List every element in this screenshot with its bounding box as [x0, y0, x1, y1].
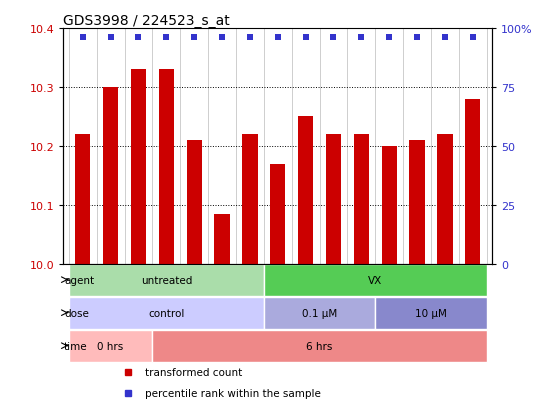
Bar [382, 147, 397, 264]
Bar [264, 265, 487, 297]
Bar [264, 298, 375, 330]
Bar [103, 88, 118, 264]
Bar [326, 135, 341, 264]
Text: time: time [64, 341, 87, 351]
Bar [152, 331, 487, 362]
Text: untreated: untreated [141, 275, 192, 285]
Point [329, 34, 338, 41]
Point [218, 34, 227, 41]
Text: 0.1 μM: 0.1 μM [302, 308, 337, 318]
Text: percentile rank within the sample: percentile rank within the sample [145, 388, 321, 398]
Bar [465, 100, 480, 264]
Bar [375, 298, 487, 330]
Text: dose: dose [64, 308, 89, 318]
Bar [298, 117, 314, 264]
Text: agent: agent [64, 275, 94, 285]
Point [190, 34, 199, 41]
Point [357, 34, 366, 41]
Bar [214, 214, 230, 264]
Point [78, 34, 87, 41]
Text: 10 μM: 10 μM [415, 308, 447, 318]
Point [385, 34, 394, 41]
Point [134, 34, 143, 41]
Point [412, 34, 421, 41]
Text: GDS3998 / 224523_s_at: GDS3998 / 224523_s_at [63, 14, 230, 28]
Text: control: control [148, 308, 184, 318]
Text: 0 hrs: 0 hrs [97, 341, 124, 351]
Point [441, 34, 449, 41]
Bar [354, 135, 369, 264]
Text: 6 hrs: 6 hrs [306, 341, 333, 351]
Bar [186, 141, 202, 264]
Bar [69, 298, 264, 330]
Bar [69, 331, 152, 362]
Point [469, 34, 477, 41]
Point [273, 34, 282, 41]
Text: transformed count: transformed count [145, 368, 242, 377]
Bar [270, 164, 285, 264]
Point [245, 34, 254, 41]
Bar [409, 141, 425, 264]
Bar [437, 135, 453, 264]
Bar [69, 265, 264, 297]
Bar [242, 135, 257, 264]
Bar [131, 70, 146, 264]
Text: VX: VX [368, 275, 382, 285]
Point [106, 34, 115, 41]
Bar [75, 135, 90, 264]
Point [162, 34, 170, 41]
Point [301, 34, 310, 41]
Bar [158, 70, 174, 264]
